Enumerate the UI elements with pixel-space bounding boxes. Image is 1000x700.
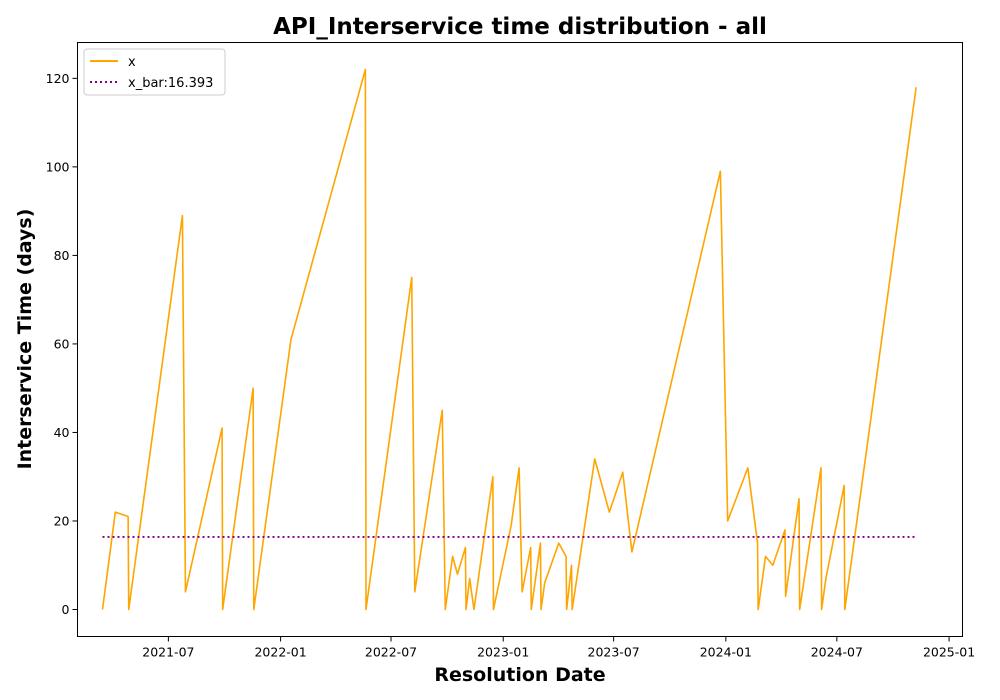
x-tick-label: 2022-01 <box>254 645 306 660</box>
y-axis-ticks: 0 20 40 60 80 100 120 <box>46 71 78 617</box>
y-tick-label: 120 <box>46 71 70 86</box>
x-tick-label: 2025-01 <box>923 645 975 660</box>
series-line-x <box>101 68 917 611</box>
x-axis-label: Resolution Date <box>434 664 605 686</box>
plot-frame <box>77 42 963 637</box>
y-axis-label: Interservice Time (days) <box>14 209 36 470</box>
y-tick-label: 20 <box>54 513 70 528</box>
x-tick-label: 2021-07 <box>142 645 194 660</box>
plot-area <box>77 42 963 637</box>
x-tick-label: 2022-07 <box>365 645 417 660</box>
x-tick-label: 2024-01 <box>700 645 752 660</box>
legend-box <box>83 48 226 96</box>
y-tick-label: 0 <box>62 602 70 617</box>
legend-label-x: x <box>128 55 136 70</box>
y-tick-label: 60 <box>54 336 70 351</box>
x-tick-label: 2023-01 <box>477 645 529 660</box>
x-axis-ticks: 2021-07 2022-01 2022-07 2023-01 2023-07 2024-… <box>142 636 975 660</box>
y-tick-label: 80 <box>54 248 70 263</box>
legend: x x_bar:16.393 <box>83 48 226 96</box>
legend-label-x-bar: x_bar:16.393 <box>128 76 213 91</box>
y-tick-label: 40 <box>54 425 70 440</box>
x-tick-label: 2024-07 <box>811 645 863 660</box>
x-tick-label: 2023-07 <box>588 645 640 660</box>
chart-title: API_Interservice time distribution - all <box>273 14 767 40</box>
series-layer <box>101 68 917 611</box>
y-tick-label: 100 <box>46 159 70 174</box>
